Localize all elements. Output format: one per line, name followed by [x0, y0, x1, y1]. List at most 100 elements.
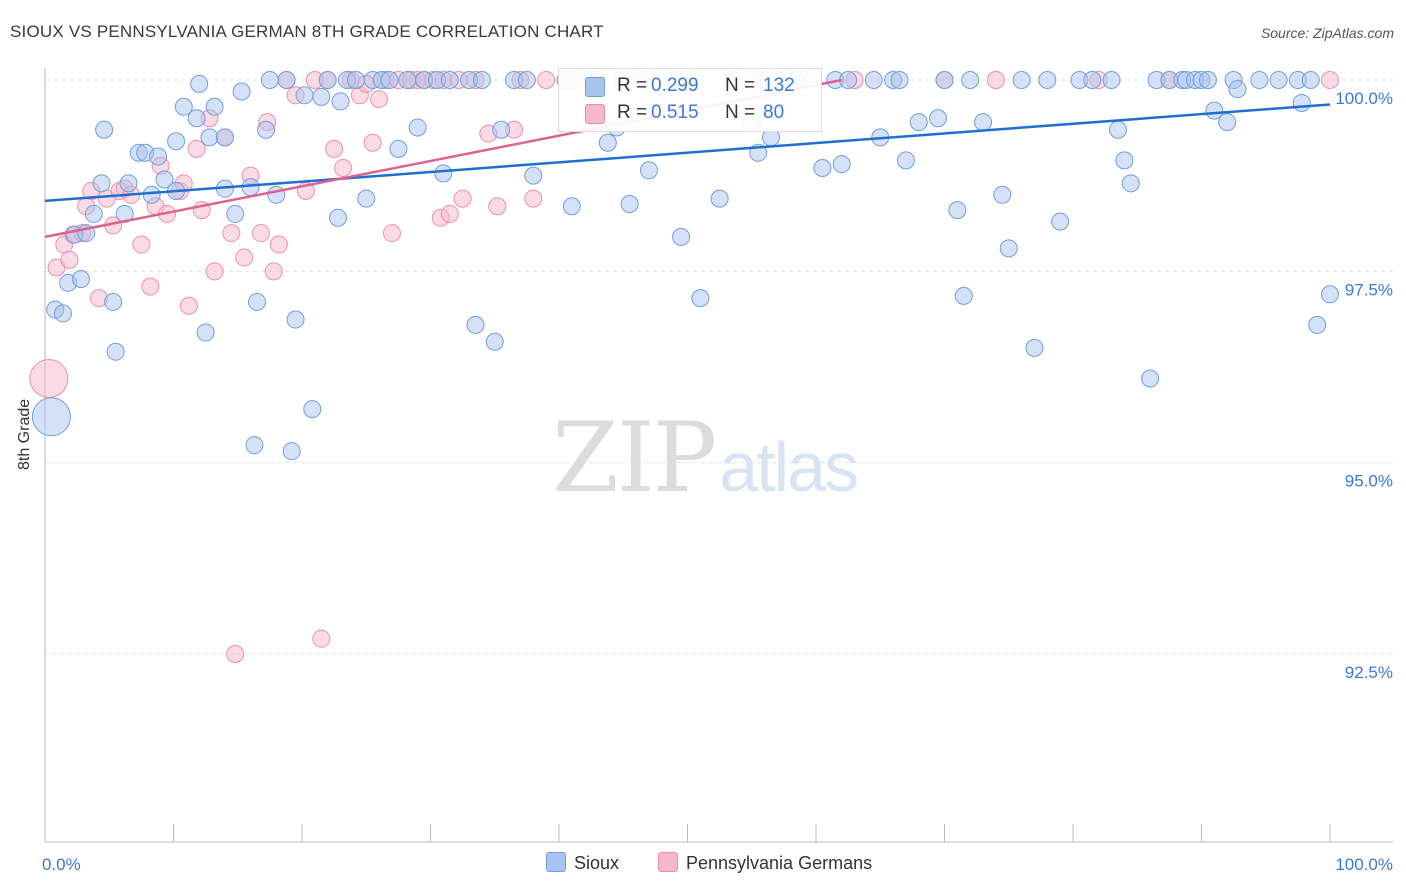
- watermark-atlas: atlas: [719, 428, 859, 506]
- legend-item-pa[interactable]: Pennsylvania Germans: [658, 852, 872, 874]
- pa-point: [986, 71, 1005, 89]
- pennsylvania-germans-points: [29, 71, 1339, 663]
- sioux-point: [267, 185, 286, 204]
- sioux-point: [1292, 93, 1311, 112]
- sioux-point: [999, 239, 1018, 258]
- x-tick-label: 0.0%: [42, 855, 81, 874]
- sioux-point: [190, 74, 209, 93]
- sioux-swatch: [585, 77, 605, 97]
- pa-point: [141, 277, 160, 296]
- sioux-point: [303, 400, 322, 419]
- sioux-point: [398, 71, 417, 89]
- pa-point: [132, 235, 151, 254]
- sioux-point: [1025, 338, 1044, 357]
- sioux-point: [53, 304, 72, 323]
- pa-point: [453, 189, 472, 208]
- pa-point: [29, 358, 69, 398]
- sioux-point: [346, 71, 365, 89]
- pa-point: [334, 159, 353, 178]
- sioux-point: [328, 208, 347, 227]
- sioux-point: [974, 113, 993, 132]
- sioux-point: [260, 71, 279, 89]
- chart-title: SIOUX VS PENNSYLVANIA GERMAN 8TH GRADE C…: [10, 22, 604, 41]
- sioux-point: [92, 174, 111, 193]
- sioux-point: [196, 323, 215, 342]
- sioux-point: [620, 194, 639, 213]
- sioux-point: [1012, 71, 1031, 89]
- sioux-point: [1228, 80, 1247, 99]
- sioux-point: [517, 71, 536, 89]
- sioux-point: [84, 204, 103, 223]
- sioux-point: [408, 118, 427, 137]
- pa-point: [264, 262, 283, 281]
- pa-point: [488, 197, 507, 216]
- sioux-point: [119, 174, 138, 193]
- r-label: R =: [617, 102, 648, 123]
- stats-legend: R = 0.299 N = 132 R = 0.515 N = 80: [558, 68, 822, 132]
- sioux-point: [485, 332, 504, 351]
- pa-r-value: 0.515: [651, 102, 699, 123]
- sioux-point: [672, 227, 691, 246]
- pa-point: [251, 224, 270, 243]
- sioux-point: [710, 189, 729, 208]
- pa-point: [187, 139, 206, 158]
- sioux-point: [277, 71, 296, 89]
- pa-legend-swatch: [658, 852, 678, 872]
- sioux-point: [524, 166, 543, 185]
- sioux-point: [257, 120, 276, 139]
- sioux-point: [357, 189, 376, 208]
- sioux-point: [832, 155, 851, 174]
- pa-point: [440, 204, 459, 223]
- legend-item-sioux[interactable]: Sioux: [546, 852, 619, 874]
- sioux-point: [1301, 71, 1320, 89]
- pa-point: [269, 235, 288, 254]
- sioux-point: [1308, 315, 1327, 334]
- pa-point: [205, 262, 224, 281]
- sioux-n-value: 132: [763, 75, 795, 96]
- sioux-legend-label: Sioux: [574, 853, 620, 873]
- sioux-point: [639, 161, 658, 180]
- sioux-point: [935, 71, 954, 89]
- sioux-point: [106, 342, 125, 361]
- sioux-point: [961, 71, 980, 89]
- pa-point: [370, 90, 389, 109]
- sioux-point: [248, 292, 267, 311]
- sioux-point: [1102, 71, 1121, 89]
- sioux-point: [440, 71, 459, 89]
- sioux-r-value: 0.299: [651, 75, 699, 96]
- sioux-point: [1269, 71, 1288, 89]
- sioux-point: [232, 82, 251, 101]
- sioux-point: [954, 286, 973, 305]
- x-tick-label: 100.0%: [1335, 855, 1393, 874]
- sioux-point: [149, 147, 168, 166]
- sioux-trend-line: [44, 103, 1331, 203]
- sioux-point: [1121, 174, 1140, 193]
- sioux-point: [1108, 120, 1127, 139]
- r-label: R =: [617, 75, 648, 96]
- sioux-point: [909, 113, 928, 132]
- sioux-point: [286, 310, 305, 329]
- sioux-point: [71, 269, 90, 288]
- sioux-point: [813, 159, 832, 178]
- pa-point: [524, 189, 543, 208]
- sioux-point: [174, 97, 193, 116]
- sioux-point: [200, 128, 219, 147]
- sioux-point: [1051, 212, 1070, 231]
- sioux-point: [167, 132, 186, 151]
- axes: [44, 68, 1393, 843]
- gridlines: [45, 79, 1393, 655]
- pa-point: [325, 139, 344, 158]
- y-tick-label: 95.0%: [1345, 472, 1393, 491]
- sioux-point: [295, 86, 314, 105]
- pa-legend-label: Pennsylvania Germans: [686, 853, 873, 873]
- pa-point: [312, 629, 331, 648]
- pa-point: [537, 71, 556, 89]
- sioux-point: [562, 197, 581, 216]
- sioux-point: [155, 170, 174, 189]
- sioux-point: [1205, 101, 1224, 120]
- sioux-point: [142, 185, 161, 204]
- n-label: N =: [725, 75, 756, 96]
- pa-swatch: [585, 104, 605, 124]
- sioux-point: [864, 71, 883, 89]
- sioux-point: [472, 71, 491, 89]
